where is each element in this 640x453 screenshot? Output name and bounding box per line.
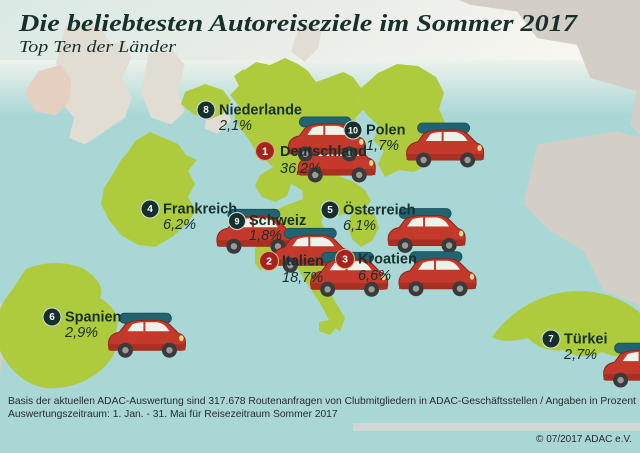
svg-text:Deutschland: Deutschland bbox=[280, 144, 367, 160]
svg-text:5: 5 bbox=[327, 205, 333, 216]
svg-text:Österreich: Österreich bbox=[343, 202, 416, 219]
svg-text:8: 8 bbox=[203, 105, 209, 116]
svg-text:10: 10 bbox=[348, 126, 358, 136]
svg-text:6: 6 bbox=[49, 312, 55, 323]
svg-text:Niederlande: Niederlande bbox=[219, 103, 302, 119]
svg-text:Schweiz: Schweiz bbox=[249, 213, 306, 229]
svg-text:7: 7 bbox=[548, 334, 554, 345]
svg-text:18,7%: 18,7% bbox=[282, 270, 323, 286]
svg-text:36,2%: 36,2% bbox=[280, 161, 321, 177]
svg-text:1,8%: 1,8% bbox=[249, 228, 282, 244]
svg-text:6,2%: 6,2% bbox=[163, 217, 196, 233]
svg-text:© 07/2017 ADAC e.V.: © 07/2017 ADAC e.V. bbox=[536, 434, 632, 445]
svg-text:6,6%: 6,6% bbox=[358, 268, 391, 284]
svg-text:Auswertungszeitraum: 1. Jan. -: Auswertungszeitraum: 1. Jan. - 31. Mai f… bbox=[8, 409, 338, 420]
svg-text:Die beliebtesten Autoreiseziel: Die beliebtesten Autoreiseziele im Somme… bbox=[18, 10, 579, 37]
svg-text:4: 4 bbox=[147, 204, 153, 215]
svg-text:Frankreich: Frankreich bbox=[163, 202, 237, 218]
svg-text:9: 9 bbox=[234, 217, 239, 227]
svg-text:1,7%: 1,7% bbox=[366, 138, 399, 154]
svg-text:1: 1 bbox=[262, 146, 268, 158]
svg-text:Italien: Italien bbox=[282, 254, 324, 270]
svg-text:6,1%: 6,1% bbox=[343, 218, 376, 234]
svg-text:Kroatien: Kroatien bbox=[358, 252, 417, 268]
svg-text:Spanien: Spanien bbox=[65, 310, 121, 326]
svg-text:Polen: Polen bbox=[366, 123, 405, 139]
svg-text:Basis der aktuellen ADAC-Auswe: Basis der aktuellen ADAC-Auswertung sind… bbox=[8, 396, 636, 407]
svg-text:2,9%: 2,9% bbox=[64, 325, 98, 341]
svg-text:3: 3 bbox=[342, 254, 348, 266]
svg-text:2,1%: 2,1% bbox=[218, 118, 252, 134]
svg-text:2,7%: 2,7% bbox=[563, 347, 597, 363]
svg-text:2: 2 bbox=[266, 256, 272, 268]
svg-text:Top Ten der Länder: Top Ten der Länder bbox=[19, 37, 176, 56]
svg-text:Türkei: Türkei bbox=[564, 332, 608, 348]
